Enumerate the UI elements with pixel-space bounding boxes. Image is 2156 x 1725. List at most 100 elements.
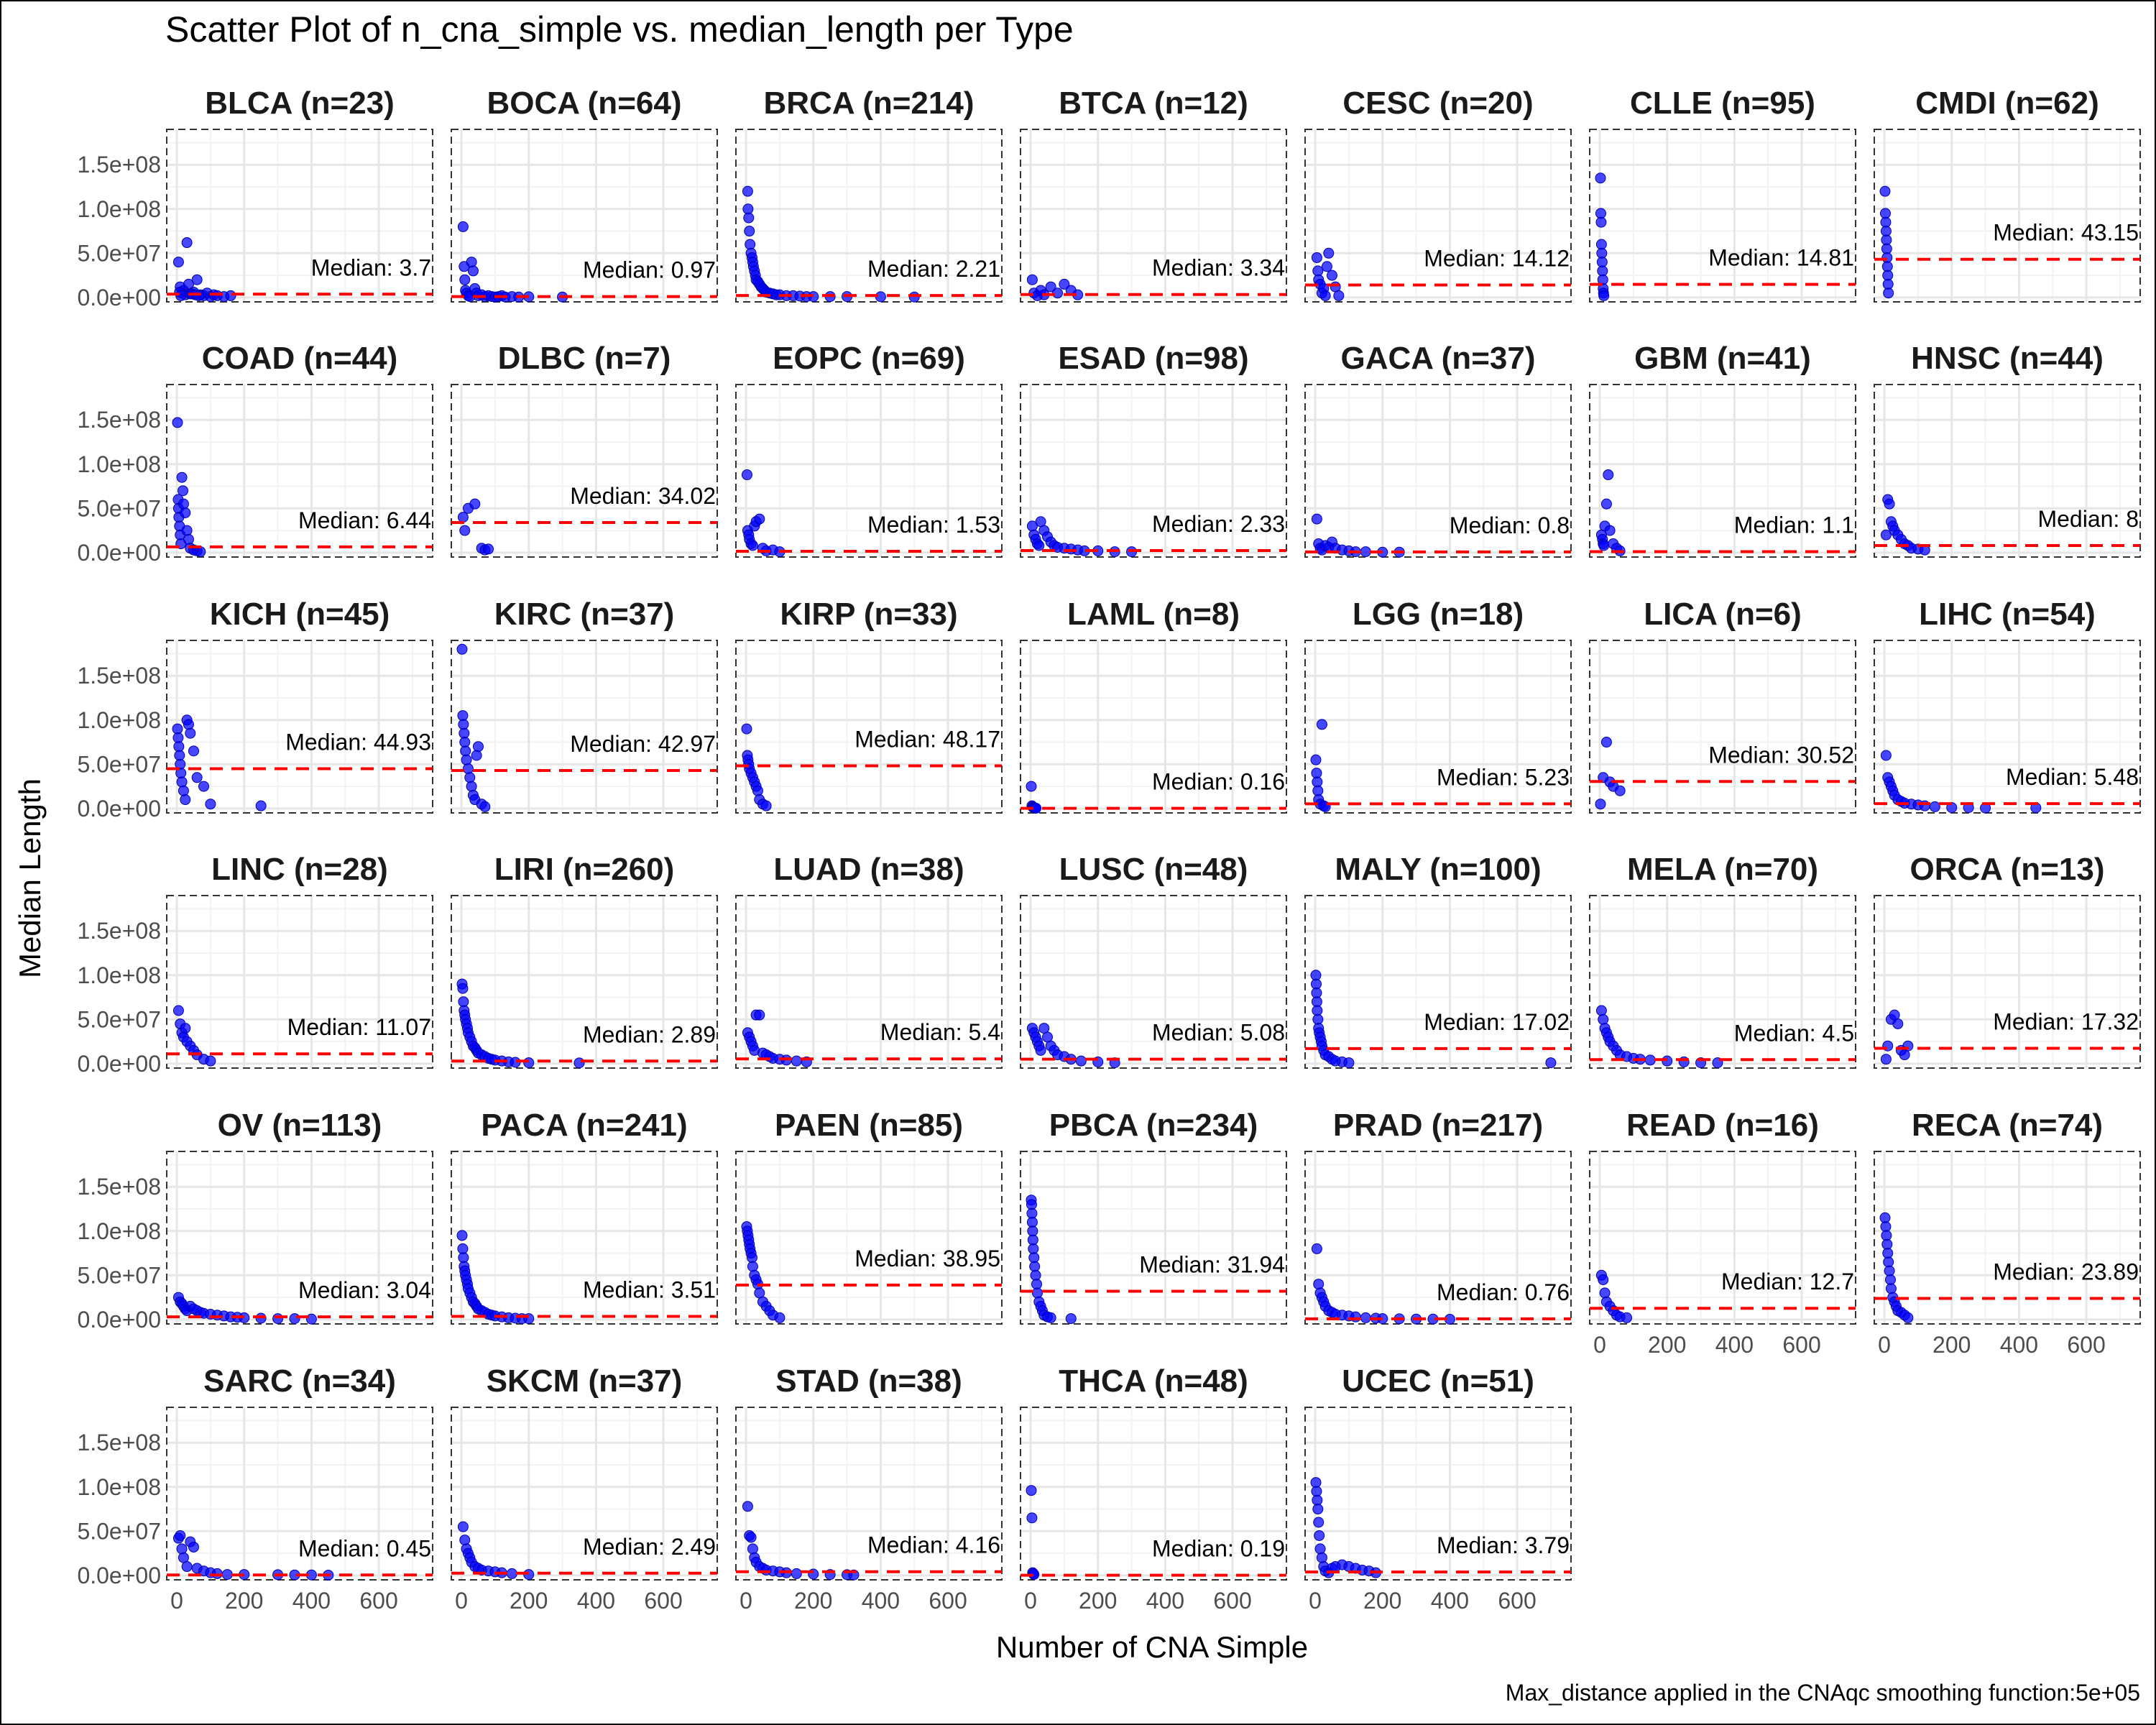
data-point (1350, 1311, 1361, 1322)
y-tick-label: 0.0e+00 (77, 796, 161, 822)
facet-panel: PBCA (n=234) Median: 31.94 (1020, 1108, 1287, 1325)
facet-panel: GBM (n=41) Median: 1.1 (1589, 341, 1856, 558)
data-point (483, 543, 494, 555)
y-tick-label: 1.0e+08 (77, 707, 161, 733)
panel-border (451, 384, 718, 558)
data-point (1075, 1055, 1087, 1067)
data-point (205, 799, 216, 810)
facet-panel: LIRI (n=260) Median: 2.89 (451, 852, 718, 1069)
data-point (1316, 1552, 1327, 1563)
panel-border (166, 640, 433, 814)
y-tick-label: 0.0e+00 (77, 1563, 161, 1588)
data-point (1644, 1054, 1656, 1066)
x-tick-label: 600 (359, 1588, 397, 1614)
facet-title: UCEC (n=51) (1342, 1363, 1534, 1399)
x-tick-label: 0 (740, 1588, 752, 1614)
panel-border (1874, 384, 2141, 558)
panel-border (1874, 895, 2141, 1069)
x-tick-label: 600 (1498, 1588, 1536, 1614)
median-label: Median: 0.97 (583, 257, 716, 283)
data-point (754, 1009, 765, 1021)
y-tick-label: 1.5e+08 (77, 663, 161, 689)
y-tick-label: 1.0e+08 (77, 196, 161, 222)
x-tick-label: 400 (292, 1588, 331, 1614)
data-point (456, 643, 468, 655)
x-tick-label: 400 (2000, 1332, 2038, 1358)
y-tick-label: 5.0e+07 (77, 1006, 161, 1032)
x-tick-label: 200 (510, 1588, 548, 1614)
y-tick-label: 1.5e+08 (77, 918, 161, 944)
data-point (188, 745, 199, 757)
panel-border (1020, 640, 1287, 814)
facet-title: OV (n=113) (218, 1108, 382, 1143)
x-tick-label: 600 (1782, 1332, 1820, 1358)
data-point (460, 745, 471, 757)
data-point (191, 772, 203, 783)
facet-title: BTCA (n=12) (1059, 86, 1248, 121)
facet-title: LGG (n=18) (1353, 597, 1524, 632)
data-point (1598, 1274, 1609, 1285)
facet-title: ORCA (n=13) (1910, 852, 2105, 887)
data-point (1314, 1530, 1325, 1541)
data-point (1031, 1287, 1043, 1299)
data-point (1311, 1243, 1322, 1254)
panel-border (1020, 1407, 1287, 1581)
data-point (523, 1057, 535, 1069)
facet-panel: ESAD (n=98) Median: 2.33 (1020, 341, 1287, 558)
data-point (1323, 247, 1335, 259)
data-point (791, 1568, 802, 1579)
data-point (1316, 719, 1327, 730)
facet-panel: GACA (n=37) Median: 0.8 (1304, 341, 1572, 558)
data-point (181, 1561, 193, 1573)
data-point (180, 507, 191, 518)
data-point (181, 525, 193, 536)
data-point (456, 1230, 468, 1241)
data-point (1052, 288, 1064, 299)
data-point (747, 1543, 758, 1555)
y-tick-label: 0.0e+00 (77, 1051, 161, 1077)
median-label: Median: 3.51 (583, 1277, 716, 1303)
data-point (1595, 1005, 1607, 1016)
panel-border (1020, 384, 1287, 558)
facet-panel: HNSC (n=44) Median: 8 (1874, 341, 2141, 558)
panel-border (1304, 129, 1572, 303)
facet-panel: LUSC (n=48) Median: 5.08 (1020, 852, 1287, 1069)
caption: Max_distance applied in the CNAqc smooth… (1506, 1680, 2140, 1706)
median-label: Median: 1.1 (1734, 512, 1854, 538)
median-label: Median: 11.07 (287, 1014, 431, 1040)
data-point (1312, 1504, 1324, 1515)
data-point (1360, 546, 1371, 558)
facet-title: BOCA (n=64) (487, 86, 682, 121)
facet-grid: BLCA (n=23) Median: 3.7 0.0e+00 5.0e+07 1.0e… (77, 86, 2141, 1614)
data-point (181, 237, 193, 249)
data-point (466, 781, 477, 792)
data-point (1598, 1013, 1609, 1025)
y-tick-label: 1.0e+08 (77, 1218, 161, 1244)
panel-border (1304, 384, 1572, 558)
y-tick-label: 5.0e+07 (77, 495, 161, 521)
median-label: Median: 4.16 (867, 1532, 1000, 1558)
data-point (466, 257, 477, 268)
panel-border (1589, 895, 1856, 1069)
data-point (457, 1521, 469, 1532)
data-point (1333, 290, 1345, 301)
facet-title: READ (n=16) (1626, 1108, 1819, 1143)
panel-border (1304, 640, 1572, 814)
panel-border (166, 1151, 433, 1325)
data-point (1883, 1256, 1894, 1268)
facet-panel: UCEC (n=51) Median: 3.79 0 200 400 600 (1304, 1363, 1572, 1614)
data-point (198, 781, 210, 792)
x-axis-label: Number of CNA Simple (996, 1630, 1308, 1664)
x-tick-label: 200 (1648, 1332, 1686, 1358)
data-point (1604, 525, 1616, 536)
data-point (172, 257, 184, 268)
data-point (1026, 1512, 1038, 1524)
facet-title: COAD (n=44) (202, 341, 398, 376)
facet-panel: STAD (n=38) Median: 4.16 0 200 400 600 (735, 1363, 1003, 1614)
median-label: Median: 14.12 (1424, 245, 1570, 271)
panel-border (1304, 1407, 1572, 1581)
data-point (1595, 172, 1606, 184)
data-point (175, 290, 187, 301)
data-point (1026, 274, 1038, 285)
